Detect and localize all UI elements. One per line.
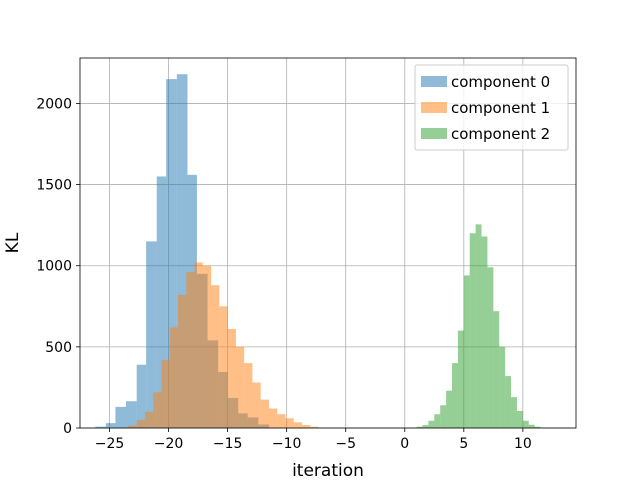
legend: component 0 component 1 component 2 — [414, 64, 569, 151]
series-1-bars — [128, 262, 319, 428]
histogram-bar — [105, 423, 116, 428]
histogram-bar — [475, 224, 482, 428]
histogram-bar — [422, 425, 429, 428]
histogram-bar — [285, 418, 294, 428]
histogram-bar — [277, 414, 286, 428]
series-2-bars — [416, 224, 541, 428]
histogram-bar — [499, 346, 506, 428]
histogram-bar — [136, 419, 145, 428]
histogram-bar — [235, 346, 245, 428]
y-tick-label: 0 — [63, 421, 72, 437]
histogram-bar — [156, 176, 167, 428]
histogram-bar — [440, 405, 447, 428]
histogram-bar — [166, 79, 177, 428]
histogram-bar — [469, 233, 476, 428]
histogram-bar — [302, 425, 311, 428]
legend-swatch — [421, 76, 447, 87]
histogram-bar — [176, 74, 188, 428]
legend-label: component 1 — [451, 99, 550, 117]
histogram-bars — [95, 74, 541, 428]
plot-frame — [79, 57, 577, 429]
histogram-bar — [511, 397, 517, 428]
legend-label: component 2 — [451, 125, 550, 143]
y-tick-label: 1000 — [36, 259, 72, 275]
histogram-bar — [161, 359, 170, 428]
x-tick-label: 0 — [400, 436, 409, 452]
histogram-bar — [219, 306, 228, 428]
x-tick-label: −5 — [335, 436, 356, 452]
histogram-bar — [202, 265, 212, 428]
histogram-bar — [416, 426, 423, 428]
histogram-bar — [268, 408, 278, 428]
histogram-bar — [126, 401, 137, 428]
histogram-bar — [516, 410, 523, 428]
legend-label: component 0 — [451, 73, 550, 91]
histogram-bar — [505, 376, 512, 428]
histogram-bar — [481, 236, 488, 428]
y-tick-label: 2000 — [36, 96, 72, 112]
histogram-bar — [528, 424, 535, 428]
histogram-bar — [115, 406, 127, 428]
histogram-bar — [310, 426, 319, 428]
x-tick-label: 5 — [459, 436, 468, 452]
histogram-bar — [146, 241, 157, 428]
histogram-bar — [169, 327, 179, 428]
histogram-bar — [428, 420, 435, 428]
histogram-bar — [493, 311, 500, 428]
histogram-bar — [446, 390, 452, 428]
histogram-bar — [534, 426, 541, 428]
histogram-bar — [128, 425, 137, 428]
y-tick-label: 500 — [45, 340, 72, 356]
histogram-bar — [136, 364, 147, 428]
y-tick-label: 1500 — [36, 178, 72, 194]
histogram-bar — [244, 363, 253, 428]
histogram-bar — [211, 285, 220, 428]
histogram-bar — [260, 399, 269, 428]
histogram-bar — [463, 275, 470, 428]
histogram-bar — [194, 262, 203, 428]
x-tick-label: −20 — [154, 436, 184, 452]
histogram-bar — [434, 414, 441, 428]
x-tick-label: −25 — [95, 436, 125, 452]
x-tick-label: −10 — [272, 436, 302, 452]
legend-swatch — [421, 102, 447, 113]
x-axis-label: iteration — [292, 461, 364, 480]
histogram-bar — [144, 411, 154, 428]
histogram-bar — [293, 422, 303, 428]
legend-swatch — [421, 128, 447, 139]
x-axis-ticks: −25 −20 −15 −10 −5 0 5 10 — [95, 428, 532, 452]
histogram-bar — [457, 330, 464, 428]
legend-box — [414, 64, 569, 151]
histogram-bar — [95, 426, 106, 428]
y-axis-ticks: 0 500 1000 1500 2000 — [36, 96, 80, 437]
histogram-bar — [252, 382, 261, 428]
histogram-bar — [153, 392, 162, 428]
histogram-bar — [186, 272, 195, 428]
x-tick-label: 10 — [514, 436, 532, 452]
x-tick-label: −15 — [213, 436, 243, 452]
histogram-bar — [178, 294, 187, 428]
y-axis-label: KL — [3, 232, 23, 253]
histogram-bar — [487, 267, 494, 428]
histogram-bar — [522, 420, 529, 428]
histogram-bar — [227, 329, 236, 428]
histogram-bar — [452, 363, 458, 428]
